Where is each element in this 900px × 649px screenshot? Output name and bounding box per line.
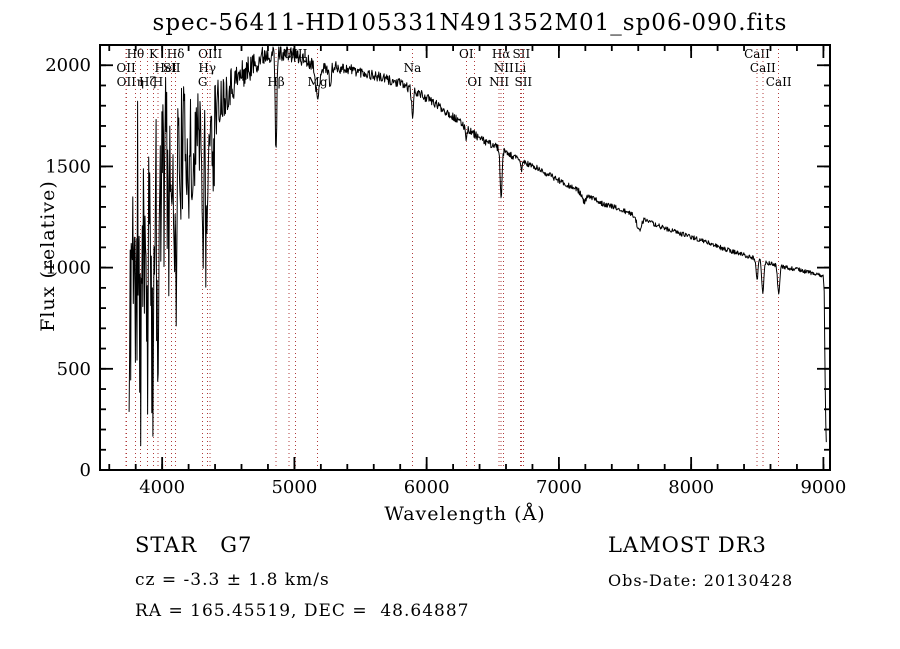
spectral-line-label: NII [494, 61, 514, 75]
spectral-line-label: Li [514, 61, 526, 75]
x-tick-label: 9000 [800, 477, 846, 498]
spectral-line-label: G [198, 75, 208, 89]
spectral-line-label: OIII [198, 47, 222, 61]
spectral-line-label: OI [467, 75, 482, 89]
spectral-line-label: HeI [154, 61, 177, 75]
spectral-line-label: OI [459, 47, 474, 61]
spectral-line-label: Hζ [139, 75, 156, 89]
spectral-line-label: NII [489, 75, 509, 89]
spectral-line-label: K [149, 47, 159, 61]
spectrum-trace [128, 46, 827, 447]
spectral-line-label: SII [512, 47, 530, 61]
x-tick-label: 5000 [271, 477, 317, 498]
y-tick-label: 1500 [45, 156, 91, 177]
x-tick-label: 7000 [536, 477, 582, 498]
y-tick-label: 2000 [45, 55, 91, 76]
x-tick-label: 8000 [668, 477, 714, 498]
obs-date-text: Obs-Date: 20130428 [608, 571, 794, 590]
spectral-line-label: Mg [308, 75, 328, 89]
spectral-line-label: OII [116, 61, 136, 75]
x-tick-label: 6000 [404, 477, 450, 498]
spectral-line-label: Hθ [127, 47, 145, 61]
spectral-line-label: Hα [492, 47, 511, 61]
spectral-line-label: H [153, 75, 163, 89]
y-tick-label: 1000 [45, 258, 91, 279]
x-tick-label: 4000 [139, 477, 185, 498]
spectral-line-label: Hγ [198, 61, 216, 75]
spectral-line-label: CaII [744, 47, 770, 61]
spectral-line-label: CaII [750, 61, 776, 75]
survey-release-text: LAMOST DR3 [608, 533, 767, 557]
object-class-text: STAR G7 [135, 533, 253, 557]
spectral-line-label: SII [514, 75, 532, 89]
spectral-line-label: SII [163, 61, 181, 75]
plot-border [99, 44, 831, 471]
spectral-line-label: OII [117, 75, 137, 89]
spectral-line-label: Na [404, 61, 422, 75]
spectral-line-label: CaII [766, 75, 792, 89]
page-title: spec-56411-HD105331N491352M01_sp06-090.f… [152, 10, 788, 36]
coordinates-text: RA = 165.45519, DEC = 48.64887 [135, 601, 470, 621]
spectral-line-label: η [137, 75, 144, 89]
x-axis-label: Wavelength (Å) [384, 503, 546, 525]
spectral-line-label: Hδ [167, 47, 185, 61]
radial-velocity-text: cz = -3.3 ± 1.8 km/s [135, 570, 330, 590]
y-tick-label: 500 [57, 359, 91, 380]
spectral-line-label: Hβ [267, 75, 284, 89]
y-tick-label: 0 [80, 460, 91, 481]
